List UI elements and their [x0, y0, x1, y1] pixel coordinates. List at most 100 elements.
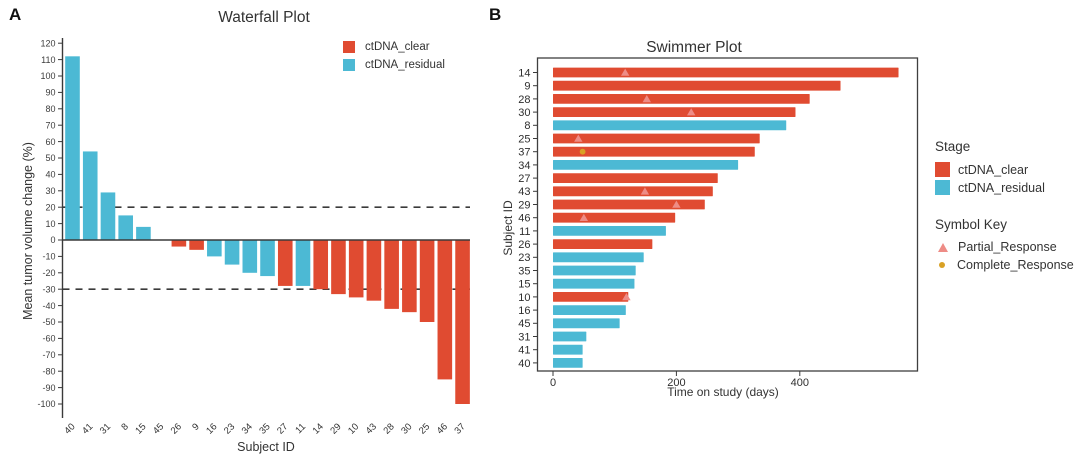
waterfall-x-tick-label-11: 11: [293, 421, 308, 436]
waterfall-legend: ctDNA_clear ctDNA_residual: [343, 41, 445, 71]
waterfall-x-tick-label-45: 45: [151, 421, 166, 436]
waterfall-bars: [65, 56, 470, 404]
ctdna-residual-label: ctDNA_residual: [958, 180, 1045, 195]
waterfall-x-tick-label-27: 27: [275, 421, 290, 436]
swimmer-bar-subject-41: [553, 344, 583, 355]
waterfall-bar-subject-29: [331, 240, 346, 295]
swimmer-title: Swimmer Plot: [646, 39, 742, 56]
symbol-key-block: Symbol Key Partial_Response Complete_Res…: [935, 217, 1074, 272]
partial-response-marker-subject-14: [620, 68, 630, 76]
swimmer-response-markers: [574, 68, 696, 301]
swimmer-y-tick-label-28: 28: [518, 94, 530, 106]
partial-response-marker-subject-30: [687, 108, 696, 116]
waterfall-bar-subject-11: [295, 240, 311, 286]
swimmer-y-tick-label-45: 45: [518, 318, 530, 330]
waterfall-bar-subject-46: [437, 240, 453, 380]
legend-item-ctdna-residual: ctDNA_residual: [343, 59, 445, 71]
waterfall-x-tick-label-16: 16: [204, 421, 219, 436]
partial-response-marker-subject-29: [672, 200, 681, 208]
waterfall-y-tick-label: 70: [45, 120, 55, 130]
swimmer-y-axis-title: Subject ID: [501, 200, 515, 256]
waterfall-bar-subject-35: [260, 240, 275, 277]
swimmer-bar-subject-29: [553, 199, 705, 210]
ctdna-clear-label: ctDNA_clear: [958, 162, 1029, 177]
waterfall-y-tick-label: -80: [42, 366, 55, 376]
waterfall-y-tick-label: -20: [42, 268, 55, 278]
waterfall-y-tick-label: 100: [40, 71, 55, 81]
waterfall-x-tick-label-30: 30: [399, 421, 414, 436]
waterfall-y-tick-label: -30: [42, 284, 55, 294]
waterfall-bar-subject-41: [82, 151, 98, 240]
waterfall-x-tick-label-40: 40: [62, 421, 77, 436]
waterfall-bar-subject-23: [224, 240, 240, 265]
swimmer-y-tick-label-26: 26: [518, 239, 530, 251]
partial-response-marker-subject-28: [642, 95, 651, 103]
waterfall-x-tick-label-37: 37: [452, 421, 467, 436]
swimmer-y-tick-label-15: 15: [518, 279, 530, 291]
waterfall-bar-subject-16: [207, 240, 222, 257]
swimmer-legend: Stage ctDNA_clear ctDNA_residual Symbol …: [935, 139, 1074, 275]
swimmer-bar-subject-15: [553, 278, 635, 289]
swimmer-bar-subject-9: [553, 80, 841, 91]
waterfall-x-tick-labels: 40 41 31 8 15 45 26 9 16 23 34 35 27 11 14 29 10 43 28 30 25…: [62, 421, 467, 436]
waterfall-bar-subject-27: [277, 240, 293, 286]
ctdna-clear-label: ctDNA_clear: [365, 41, 430, 53]
waterfall-y-tick-label: 20: [45, 202, 55, 212]
swimmer-bar-subject-43: [553, 186, 713, 197]
waterfall-y-tick-label: -100: [37, 399, 55, 409]
ctdna-residual-label: ctDNA_residual: [365, 59, 445, 71]
waterfall-y-tick-label: -90: [42, 383, 55, 393]
waterfall-x-tick-label-46: 46: [435, 421, 450, 436]
waterfall-bar-subject-15: [136, 226, 151, 240]
waterfall-y-tick-label: -40: [42, 301, 55, 311]
waterfall-x-tick-label-41: 41: [80, 421, 95, 436]
partial-response-marker-subject-46: [579, 213, 589, 221]
swimmer-bar-subject-16: [553, 305, 626, 315]
ctdna-clear-swatch: [935, 162, 950, 177]
swimmer-y-tick-label-34: 34: [518, 160, 530, 172]
waterfall-y-tick-label: 60: [45, 137, 55, 147]
waterfall-y-tick-label: -10: [42, 252, 55, 262]
waterfall-y-tick-label: 30: [45, 186, 55, 196]
waterfall-bar-subject-37: [455, 240, 470, 404]
swimmer-x-axis-title: Time on study (days): [667, 385, 779, 399]
ctdna-residual-swatch: [935, 180, 950, 195]
waterfall-x-tick-label-8: 8: [119, 421, 131, 433]
legend-item-ctdna-clear: ctDNA_clear: [343, 41, 445, 53]
waterfall-x-tick-label-9: 9: [190, 421, 202, 433]
complete-response-label: Complete_Response: [957, 258, 1074, 272]
swimmer-y-tick-label-29: 29: [518, 199, 530, 211]
partial-response-marker-subject-43: [640, 187, 650, 195]
swimmer-bar-subject-30: [553, 107, 796, 117]
swimmer-x-tick-label-0: 0: [550, 377, 556, 389]
swimmer-bars: [553, 67, 899, 368]
swimmer-y-tick-label-37: 37: [518, 147, 530, 159]
swimmer-bar-subject-10: [553, 292, 629, 302]
panel-a-label: A: [9, 5, 22, 24]
waterfall-bar-subject-34: [242, 240, 258, 273]
swimmer-y-tick-label-9: 9: [524, 81, 530, 93]
waterfall-bar-subject-43: [366, 240, 382, 301]
swimmer-bar-subject-8: [553, 120, 787, 131]
partial-response-marker-subject-25: [574, 134, 583, 142]
swimmer-y-tick-label-10: 10: [518, 292, 530, 304]
waterfall-bar-subject-10: [348, 240, 364, 298]
swimmer-plot-frame: [536, 57, 919, 372]
swimmer-bar-subject-25: [553, 133, 760, 144]
waterfall-x-tick-label-34: 34: [240, 421, 255, 436]
waterfall-y-tick-label: 80: [45, 104, 55, 114]
swimmer-y-tick-label-41: 41: [518, 345, 530, 357]
swimmer-bar-subject-27: [553, 173, 718, 183]
swimmer-y-tick-label-31: 31: [518, 331, 530, 343]
waterfall-x-tick-label-29: 29: [328, 421, 343, 436]
swimmer-y-tick-label-8: 8: [524, 120, 530, 132]
panel-b-label: B: [489, 5, 502, 24]
swimmer-bar-subject-37: [553, 146, 755, 157]
waterfall-bar-subject-25: [419, 240, 435, 322]
swimmer-y-tick-label-40: 40: [518, 358, 530, 370]
ctdna-residual-swatch: [343, 59, 355, 71]
waterfall-y-tick-label: 120: [40, 38, 55, 48]
swimmer-y-tick-label-43: 43: [518, 186, 530, 198]
